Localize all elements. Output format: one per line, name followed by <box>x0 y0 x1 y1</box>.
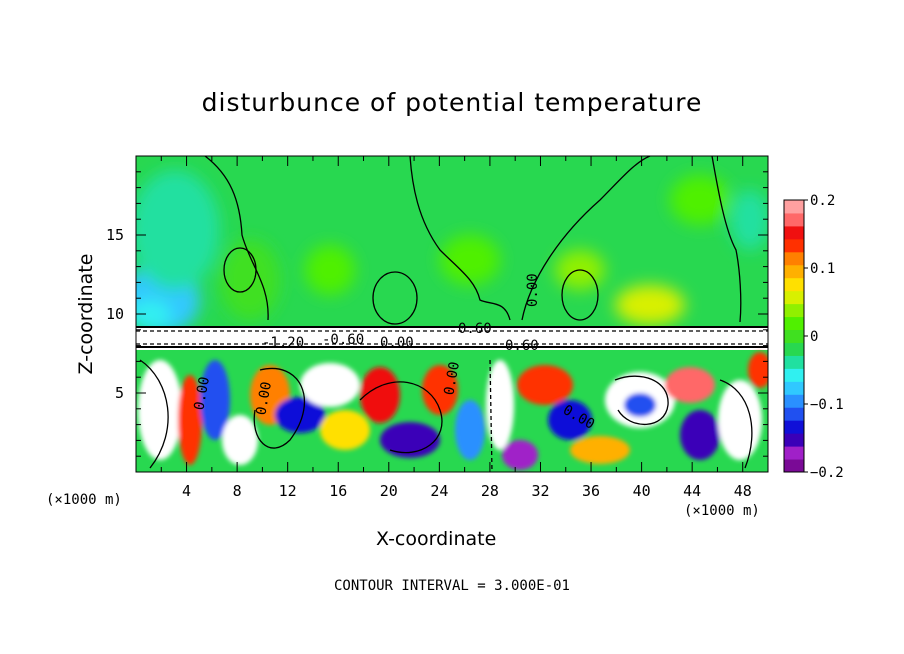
x-tick-labels: 4 8 12 16 20 24 28 32 36 40 44 48 <box>182 482 752 500</box>
y-tick-label: 15 <box>106 226 124 244</box>
x-tick-label: 12 <box>279 482 297 500</box>
x-tick-label: 4 <box>182 482 191 500</box>
contour-line-0-mid <box>409 156 511 321</box>
contour-line-0-right <box>521 156 651 321</box>
contour-label-7: 0.00 <box>441 360 463 396</box>
colorbar-swatch <box>784 368 804 382</box>
y-tick-labels: 5 10 15 <box>106 226 124 402</box>
colorbar-tick-label: 0.1 <box>810 261 835 277</box>
colorbar-swatch <box>784 225 804 240</box>
colorbar-swatch <box>784 290 804 305</box>
colorbar-swatch <box>784 303 804 318</box>
x-tick-label: 16 <box>329 482 347 500</box>
y-tick-label: 5 <box>115 384 124 402</box>
contour-lower-2 <box>253 367 306 449</box>
colorbar-swatch <box>784 394 804 408</box>
colorbar-tick-labels: 0.2 0.1 0 −0.1 −0.2 <box>804 193 844 481</box>
contour-lower-4 <box>489 359 493 472</box>
upper-field-blobs <box>136 170 768 335</box>
contour-label-6: 0.00 <box>253 380 275 416</box>
colorbar <box>783 199 805 473</box>
contour-line-0-far-right <box>711 156 742 323</box>
contour-loop-c <box>561 269 599 321</box>
colorbar-swatch <box>784 420 804 434</box>
x-tick-label: 44 <box>683 482 701 500</box>
contour-label-1: 0.60 <box>458 321 492 337</box>
colorbar-swatch <box>784 329 804 343</box>
contour-lower-6 <box>719 379 753 469</box>
x-unit-right: (×1000 m) <box>684 503 760 519</box>
contour-label-5: 0.00 <box>191 375 213 411</box>
x-tick-label: 36 <box>582 482 600 500</box>
colorbar-swatch <box>784 251 804 266</box>
colorbar-tick-label: 0 <box>810 329 818 345</box>
contour-labels: 0.00 0.60 0.60 -1.20 -0.60 0.00 0.00 0.0… <box>191 273 597 433</box>
lower-field-eddies <box>138 352 768 470</box>
x-unit-left: (×1000 m) <box>46 492 122 508</box>
contour-lower-3 <box>359 381 443 454</box>
colorbar-swatch <box>784 446 804 460</box>
x-tick-label: 28 <box>481 482 499 500</box>
contour-label-4: -0.60 <box>322 332 364 348</box>
contour-label-2: 0.60 <box>505 338 539 354</box>
contour-lower-1 <box>139 359 169 469</box>
contour-interval-note: CONTOUR INTERVAL = 3.000E-01 <box>333 578 570 594</box>
potential-temperature-field: 0.00 0.60 0.60 -1.20 -0.60 0.00 0.00 0.0… <box>136 156 768 472</box>
contour-lines <box>136 156 768 472</box>
colorbar-tick-label: −0.2 <box>810 465 844 481</box>
colorbar-swatch <box>784 212 804 227</box>
colorbar-tick-label: −0.1 <box>810 397 844 413</box>
x-tick-label: 32 <box>531 482 549 500</box>
axis-ticks <box>136 156 768 472</box>
y-tick-label: 10 <box>106 305 124 323</box>
colorbar-swatch <box>784 342 804 356</box>
colorbar-swatch <box>784 238 804 253</box>
contour-label-9: 0.00 <box>380 335 414 351</box>
x-tick-label: 24 <box>430 482 448 500</box>
colorbar-swatch <box>784 264 804 279</box>
colorbar-swatch <box>784 407 804 421</box>
contour-loop-b <box>372 271 418 325</box>
colorbar-swatch <box>784 459 804 473</box>
contour-interface-dashed <box>136 330 768 345</box>
contour-line-0-left <box>204 156 269 321</box>
x-axis-label: X-coordinate <box>376 528 497 550</box>
colorbar-swatch <box>784 355 804 369</box>
contour-label-0: 0.00 <box>525 273 541 307</box>
colorbar-swatch <box>784 200 804 214</box>
colorbar-swatch <box>784 316 804 331</box>
x-tick-label: 40 <box>633 482 651 500</box>
x-tick-label: 48 <box>734 482 752 500</box>
x-tick-label: 20 <box>380 482 398 500</box>
chart-title: disturbunce of potential temperature <box>201 88 703 117</box>
colorbar-swatch <box>784 433 804 447</box>
contour-interface <box>136 326 768 348</box>
contour-label-3: -1.20 <box>262 335 304 351</box>
colorbar-swatch <box>784 277 804 292</box>
y-axis-label: Z-coordinate <box>75 254 97 375</box>
contour-loop-a <box>223 247 257 293</box>
colorbar-tick-label: 0.2 <box>810 193 835 209</box>
colorbar-swatch <box>784 381 804 395</box>
contour-lower-5 <box>614 375 669 426</box>
x-tick-label: 8 <box>233 482 242 500</box>
